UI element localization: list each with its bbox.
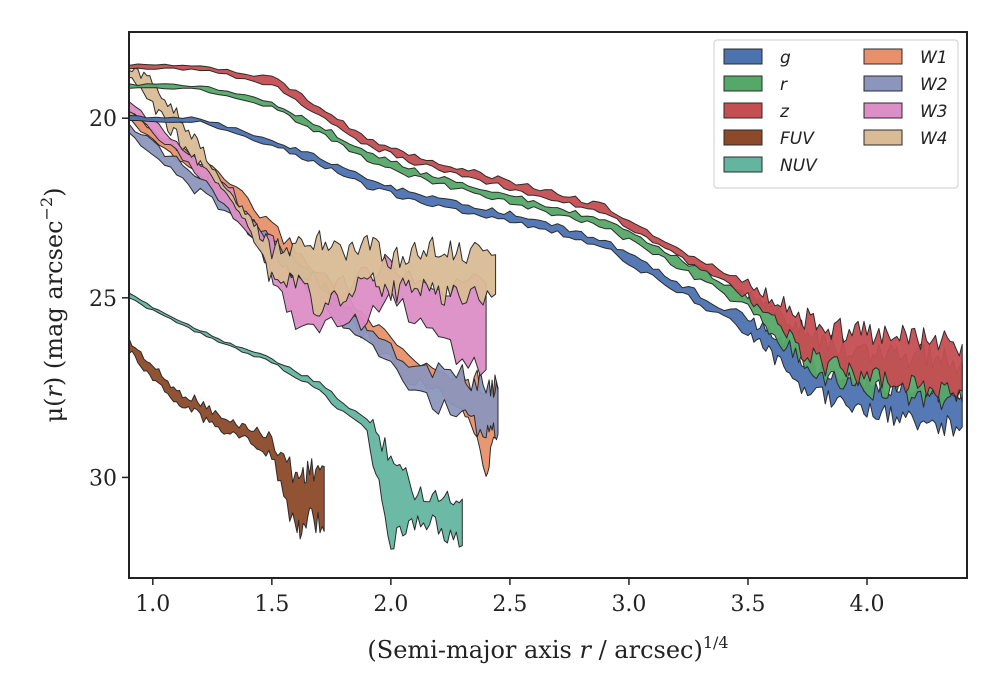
x-tick-label: 3.5 [730,592,765,617]
legend-swatch-r [724,76,762,91]
legend-swatch-z [724,103,762,118]
legend-label-z: z [779,102,790,122]
legend-label-w4: W4 [920,129,948,149]
legend-label-nuv: NUV [780,156,818,176]
legend-swatch-w2 [864,76,902,91]
x-tick-label: 2.5 [492,592,527,617]
legend-label-g: g [780,48,791,68]
legend-swatch-w1 [864,49,902,64]
y-axis-label: μ(r) (mag arcsec−2) [37,187,68,422]
x-tick-label: 2.0 [373,592,408,617]
legend-label-fuv: FUV [780,129,815,149]
legend-swatch-w3 [864,103,902,118]
y-tick-label: 25 [89,287,117,312]
legend-swatch-nuv [724,157,762,172]
legend-swatch-g [724,49,762,64]
legend: grz FUV NUV W1 W2 W3 W4 [714,40,958,188]
y-tick-label: 30 [89,466,117,491]
y-tick-label: 20 [89,107,117,132]
legend-label-w1: W1 [920,48,948,68]
legend-label-w2: W2 [920,75,948,95]
x-tick-label: 1.0 [135,592,170,617]
x-tick-label: 1.5 [254,592,289,617]
legend-label-r: r [780,75,788,95]
x-tick-label: 4.0 [850,592,885,617]
x-axis-label: (Semi-major axis r / arcsec)1/4 [367,633,728,664]
x-tick-label: 3.0 [611,592,646,617]
legend-swatch-w4 [864,130,902,145]
legend-label-w3: W3 [920,102,948,122]
legend-swatch-fuv [724,130,762,145]
